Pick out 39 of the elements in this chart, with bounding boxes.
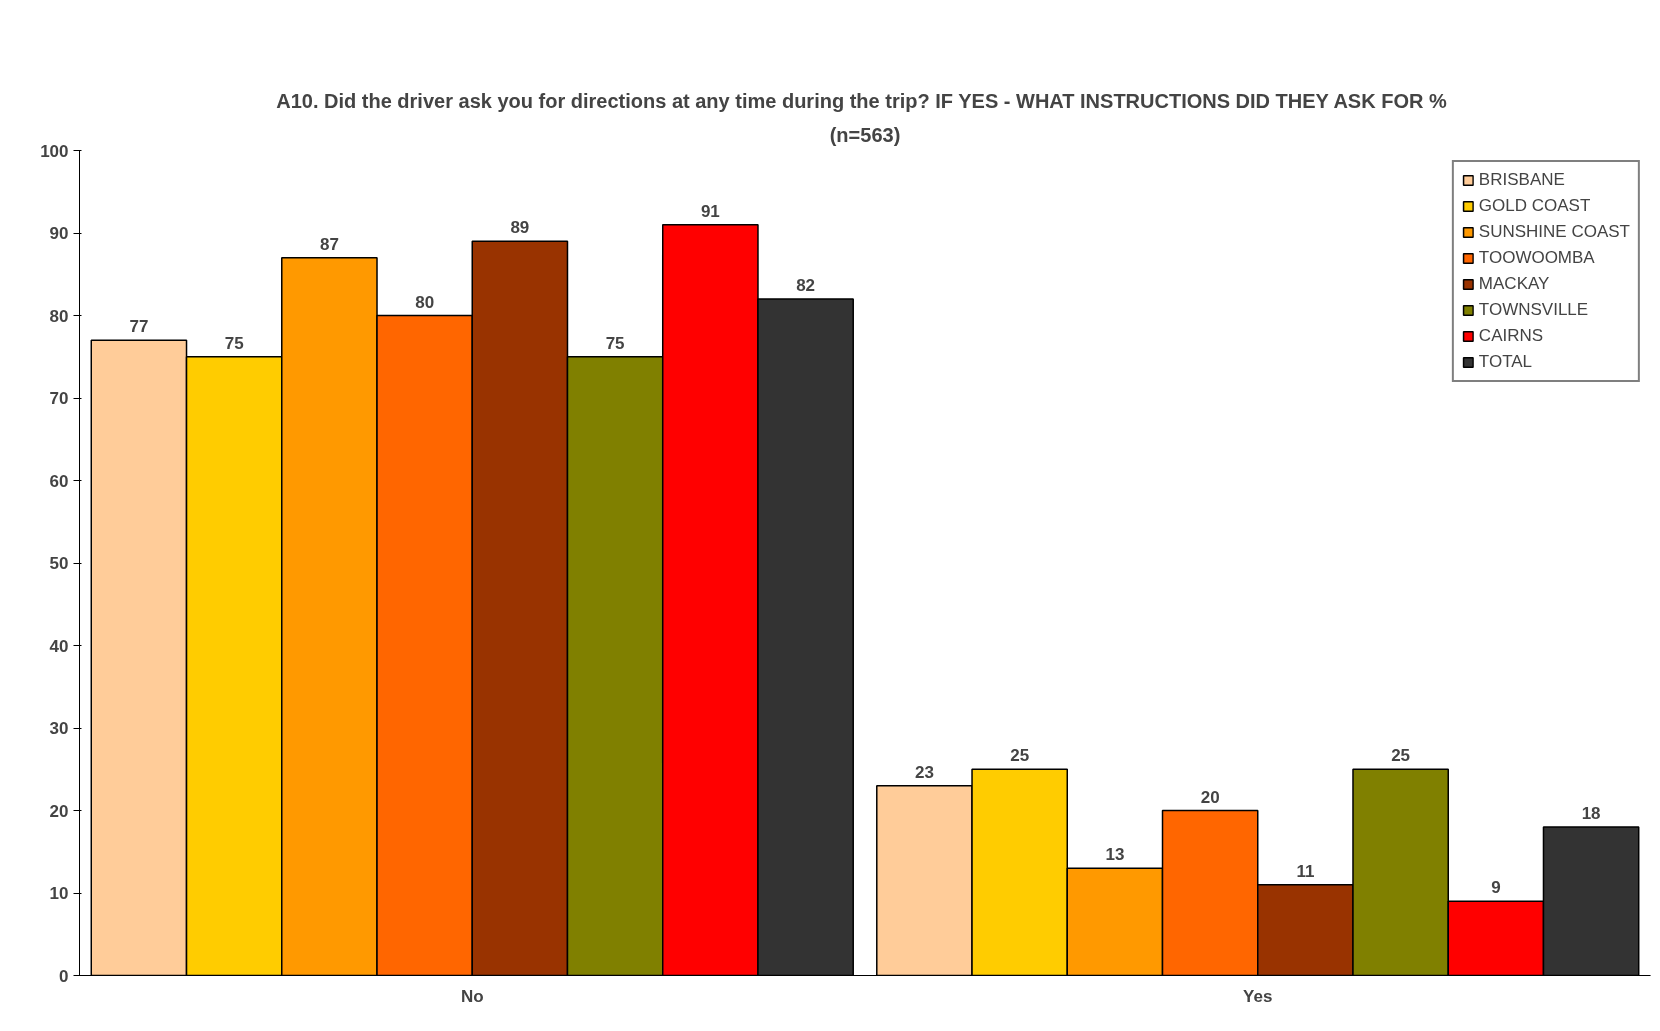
data-label: 25	[1010, 746, 1030, 766]
legend-label: MACKAY	[1478, 274, 1550, 294]
data-label: 11	[1296, 861, 1315, 881]
legend-label: GOLD COAST	[1478, 196, 1591, 216]
legend-label: TOTAL	[1478, 352, 1533, 372]
chart-subtitle: (n=563)	[829, 123, 901, 146]
y-tick-label: 40	[49, 636, 69, 656]
legend-label: BRISBANE	[1478, 170, 1565, 190]
legend-label: CAIRNS	[1478, 326, 1544, 346]
data-label: 25	[1391, 746, 1411, 766]
data-label: 13	[1105, 845, 1125, 865]
legend-label: TOWNSVILLE	[1478, 300, 1589, 320]
y-tick-label: 0	[59, 966, 69, 986]
y-tick-label: 10	[49, 884, 69, 903]
x-tick-label: No	[460, 986, 484, 1006]
data-label: 75	[224, 333, 244, 353]
y-tick-label: 90	[49, 224, 69, 243]
y-tick-label: 60	[49, 471, 69, 491]
data-label: 91	[700, 201, 720, 221]
y-tick-label: 30	[49, 719, 69, 738]
chart-title: A10. Did the driver ask you for directions at any time during the trip? IF YES - WHAT INSTRUCTIONS DID THEY ASK FOR %	[276, 89, 1447, 112]
data-label: 23	[914, 762, 934, 782]
data-label: 18	[1581, 804, 1601, 823]
data-label: 82	[796, 276, 816, 295]
x-tick-label: Yes	[1243, 986, 1273, 1006]
data-label: 80	[415, 292, 435, 312]
legend-label: TOOWOOMBA	[1478, 248, 1595, 268]
y-tick-label: 80	[49, 306, 69, 326]
y-tick-label: 50	[49, 554, 69, 573]
data-label: 89	[510, 218, 530, 238]
data-label: 9	[1491, 878, 1501, 898]
y-tick-label: 100	[40, 141, 69, 161]
y-tick-label: 70	[49, 389, 69, 408]
legend-label: SUNSHINE COAST	[1478, 222, 1630, 242]
data-label: 87	[319, 234, 339, 254]
data-label: 20	[1200, 787, 1220, 807]
data-label: 77	[129, 317, 149, 337]
data-label: 75	[605, 333, 625, 353]
y-tick-label: 20	[49, 801, 69, 821]
